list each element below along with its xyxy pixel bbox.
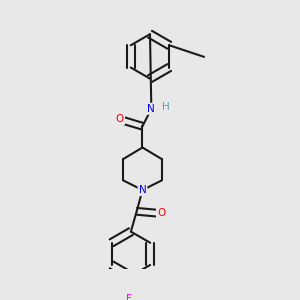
- Text: N: N: [139, 185, 146, 195]
- Text: O: O: [157, 208, 165, 218]
- Text: N: N: [148, 104, 155, 114]
- Text: O: O: [116, 114, 124, 124]
- Text: H: H: [162, 102, 170, 112]
- Text: F: F: [126, 294, 132, 300]
